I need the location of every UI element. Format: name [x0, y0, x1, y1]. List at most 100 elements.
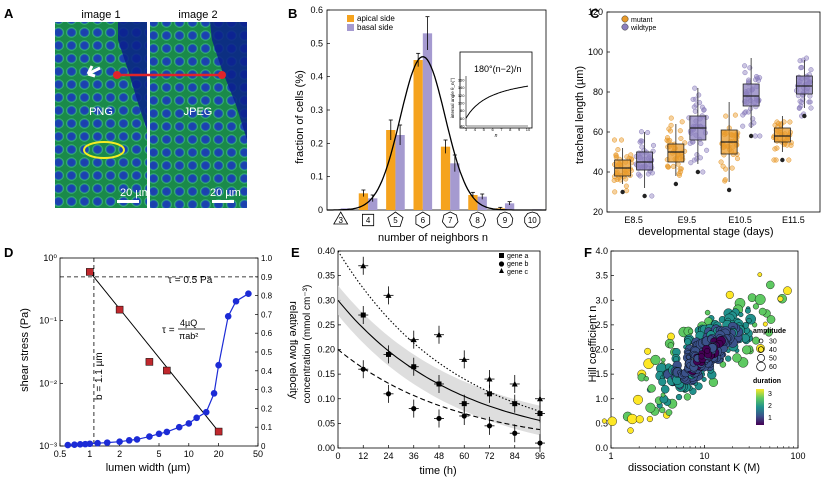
c-box-mutant	[667, 143, 685, 163]
f-ytick-label: 1.5	[595, 369, 608, 379]
c-legend-marker-wildtype	[621, 23, 629, 31]
f-size-legend-label: 50	[769, 356, 777, 363]
f-point	[745, 307, 751, 314]
panel-a: A image 1 image 2 PNG JPEG 20 µm 20 µm	[4, 6, 247, 208]
b-xtick-label: 3	[338, 216, 343, 225]
f-point	[698, 353, 705, 360]
d-velocity-point	[224, 312, 232, 320]
f-point	[601, 418, 607, 424]
c-point-wildtype	[638, 129, 645, 135]
f-size-legend-marker	[756, 361, 766, 372]
c-point-wildtype	[650, 142, 657, 148]
d-y2tick-label: 0.1	[261, 423, 273, 432]
f-point	[633, 394, 643, 405]
b-legend: apical side basal side	[347, 14, 395, 32]
d-equation: τ = 4µQ πab²	[162, 318, 205, 341]
f-colorbar-tick-1: 1	[768, 415, 772, 422]
e-point-gene-b	[436, 415, 442, 422]
d-eq-num: 4µQ	[180, 318, 197, 328]
c-point-mutant	[775, 121, 781, 127]
c-point-mutant	[734, 156, 741, 162]
d-plot-frame	[59, 257, 259, 447]
d-velocity-point	[232, 297, 240, 305]
f-color-legend: duration 3 2 1	[753, 378, 781, 425]
f-xtick-label: 10	[699, 451, 709, 461]
c-box-mutant	[773, 127, 791, 143]
f-point	[667, 332, 675, 341]
b-inset-xtick: 10	[526, 127, 531, 132]
e-point-gene-b	[512, 430, 518, 436]
c-point-mutant	[773, 157, 779, 163]
c-point-wildtype	[753, 77, 759, 83]
f-point	[725, 290, 734, 299]
b-bar-basal	[450, 163, 460, 210]
e-xtick-label: 60	[459, 451, 469, 461]
e-point-gene-c	[461, 356, 468, 362]
e-ytick-label: 0.15	[317, 369, 335, 379]
d-y2tick-label: 0.2	[261, 404, 273, 413]
image-1-title: image 1	[81, 9, 120, 21]
d-shear-point	[163, 366, 171, 375]
c-ytick-label: 80	[593, 87, 603, 97]
c-point-mutant	[732, 112, 738, 118]
b-inset-ytick: 40	[460, 124, 465, 129]
c-legend: mutant wildtype	[621, 15, 656, 32]
c-point-wildtype	[752, 133, 758, 139]
f-point	[665, 409, 673, 416]
d-y2tick-label: 0.7	[261, 310, 273, 319]
f-point	[646, 415, 654, 423]
c-point-mutant	[668, 115, 674, 121]
c-point-mutant	[623, 183, 629, 189]
b-bar-apical	[386, 130, 396, 210]
f-point	[752, 303, 759, 310]
f-point	[766, 315, 776, 324]
f-ytick-label: 0.5	[595, 418, 608, 428]
c-point-wildtype	[649, 193, 655, 199]
b-shape-decagon-icon	[524, 211, 541, 229]
b-shape-nonagon-icon	[496, 211, 514, 228]
f-size-legend-label: 30	[769, 339, 777, 346]
d-shear-fit-line	[89, 271, 219, 432]
b-xtick-label: 9	[503, 216, 508, 225]
d-shear-point	[145, 358, 154, 366]
e-xtick-label: 48	[434, 451, 444, 461]
b-inset-ytick: 160	[458, 78, 465, 83]
b-xtick-label: 4	[366, 216, 371, 225]
b-inset-ytick: 80	[460, 108, 465, 113]
b-legend-label-basal: basal side	[357, 23, 394, 32]
d-velocity-point	[116, 438, 123, 445]
f-point	[783, 286, 792, 296]
f-point	[758, 307, 767, 316]
d-y2tick-label: 0.5	[261, 348, 273, 357]
d-velocity-point	[185, 420, 193, 427]
c-plot-frame	[606, 11, 821, 213]
c-point-mutant	[666, 126, 672, 132]
e-point-gene-b	[537, 440, 543, 446]
c-point-wildtype	[704, 147, 710, 153]
f-point	[704, 347, 711, 354]
c-point-wildtype	[693, 102, 699, 108]
c-point-mutant	[787, 119, 793, 125]
d-y2tick-label: 0.6	[261, 329, 273, 338]
c-point-wildtype	[740, 123, 746, 129]
f-point	[701, 376, 707, 382]
f-point	[765, 328, 773, 337]
d-velocity-point	[202, 408, 210, 416]
d-ytick-label: 10⁻¹	[39, 316, 57, 326]
c-point-wildtype	[687, 140, 693, 146]
panel-label-d: D	[4, 245, 13, 260]
f-point	[627, 413, 638, 425]
d-velocity-point	[64, 441, 72, 449]
f-ylabel: Hill coefficient n	[587, 306, 599, 383]
c-point-wildtype	[635, 171, 642, 177]
panel-f: F Hill coefficient n dissociation consta…	[584, 245, 806, 474]
c-point-mutant	[668, 122, 674, 128]
c-point-wildtype	[645, 171, 651, 177]
e-point-gene-a	[411, 364, 417, 370]
f-size-legend-marker	[758, 338, 764, 344]
e-point-gene-c	[410, 336, 417, 343]
d-velocity-point	[155, 430, 163, 438]
b-inset-xtick: 3	[465, 127, 468, 132]
